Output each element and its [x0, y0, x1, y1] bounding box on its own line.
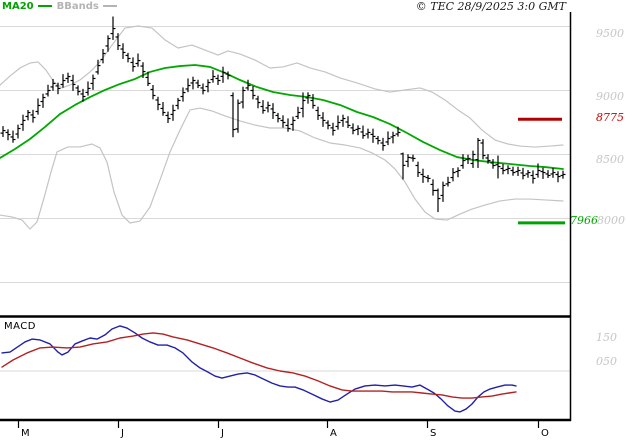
month-label: S [430, 428, 437, 439]
price-axis-label: 9000 [596, 90, 624, 103]
legend-bbands-label: BBands [56, 0, 99, 12]
macd-axis-label: 050 [596, 355, 617, 368]
price-axis-label: 8775 [596, 111, 624, 124]
macd-panel-label: MACD [4, 321, 36, 332]
legend-ma20-label: MA20 [2, 0, 34, 12]
month-label: J [121, 428, 124, 439]
month-label: M [21, 428, 30, 439]
legend-bbands-line-swatch [102, 5, 117, 7]
legend-ma20-line-swatch [37, 5, 52, 7]
month-label: A [330, 428, 337, 439]
copyright-text: © TEC 28/9/2025 3:0 GMT [415, 0, 566, 13]
price-axis-label: 8000 [597, 214, 625, 227]
chart-legend: MA20 BBands [2, 0, 122, 12]
month-label: O [541, 428, 549, 439]
price-axis-label: 8500 [596, 153, 624, 166]
month-label: J [221, 428, 224, 439]
price-axis-label: 7966 [570, 214, 598, 227]
price-axis-label: 9500 [596, 27, 624, 40]
macd-axis-label: 150 [596, 331, 617, 344]
